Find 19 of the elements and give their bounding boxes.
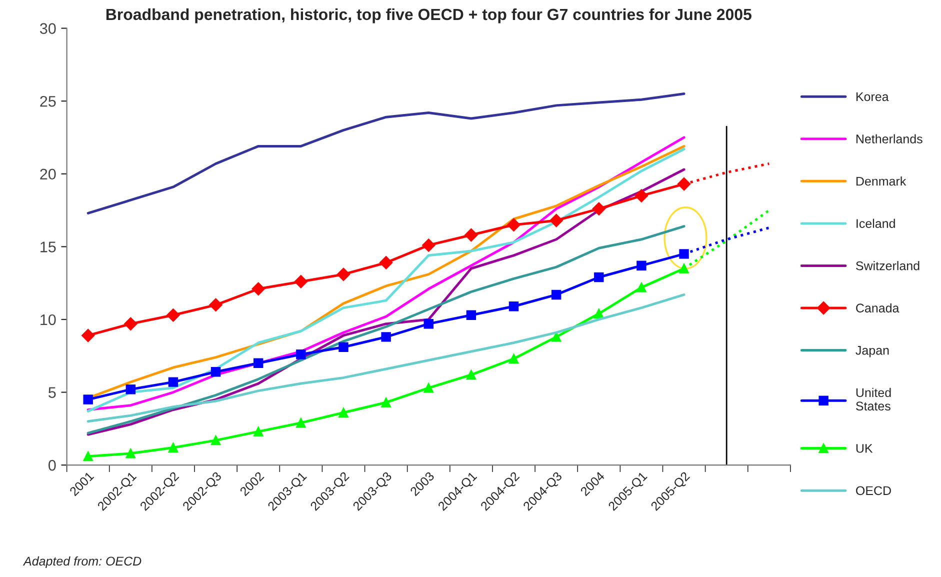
text: Adapted from: OECD — [22, 556, 142, 568]
y-tick-label: 30 — [40, 23, 56, 34]
y-tick-label: 5 — [48, 387, 56, 398]
legend-label: Switzerland — [856, 261, 920, 270]
y-tick-label: 0 — [48, 460, 56, 471]
y-tick-label: 10 — [40, 314, 56, 326]
legend-label: Iceland — [856, 218, 895, 228]
legend-label: UK — [856, 444, 873, 453]
chart-title: Broadband penetration, historic, top five OECD + top four G7 countries for June 2005 — [106, 8, 752, 24]
y-tick-label: 25 — [40, 96, 56, 107]
y-tick-label: 15 — [40, 242, 56, 252]
legend-label: United States — [856, 388, 891, 411]
legend-label: Korea — [856, 92, 889, 102]
legend-label: Denmark — [856, 176, 906, 186]
y-tick-label: 20 — [40, 168, 56, 180]
legend-label: OECD — [856, 486, 891, 496]
legend-label: Canada — [856, 303, 900, 313]
legend-label: Netherlands — [856, 134, 922, 144]
legend-label: Japan — [856, 346, 889, 358]
